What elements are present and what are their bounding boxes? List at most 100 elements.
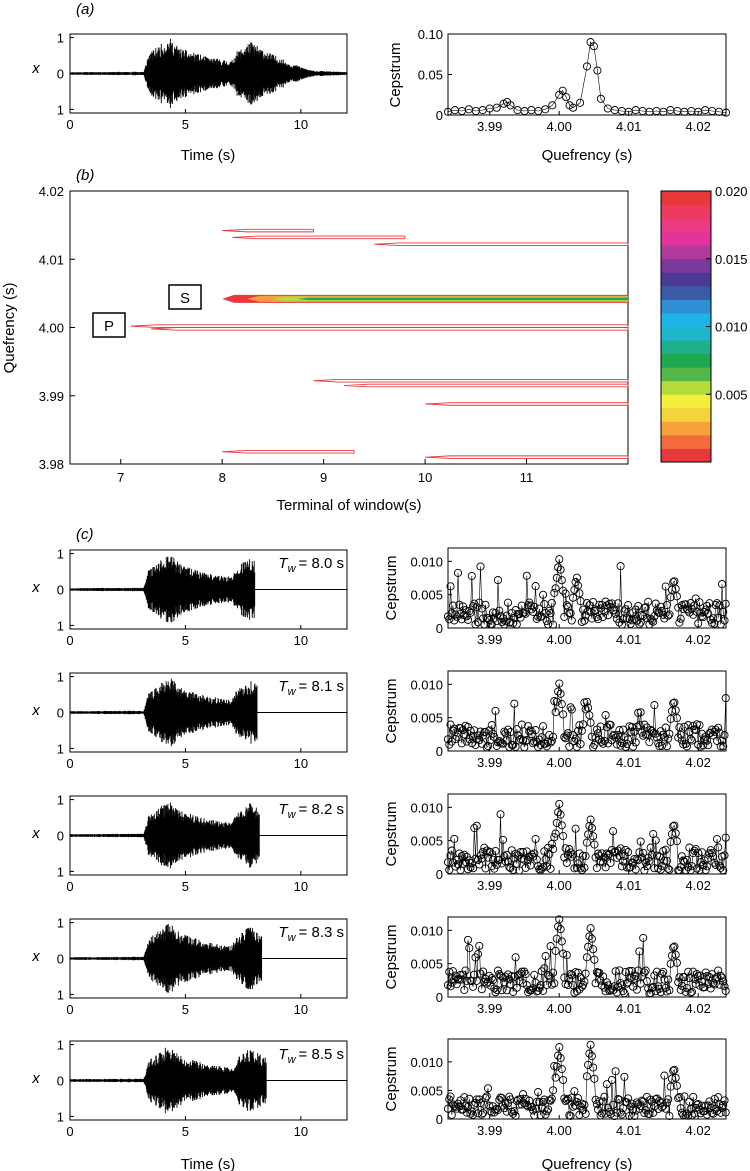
cepstrum-point [511, 849, 520, 858]
cepstrum-point [621, 605, 630, 614]
cepstrum-point [679, 604, 688, 613]
window-length-label: Tw = 8.0 s [278, 555, 344, 575]
cepstrum-point [689, 848, 698, 858]
x-tick-label: 3.99 [477, 632, 502, 647]
cepstrum-point [521, 737, 530, 746]
cepstrum-point [463, 935, 473, 944]
cepstrum-point [661, 845, 670, 854]
cepstrum-point [636, 708, 645, 717]
cepstrum-point [657, 741, 666, 750]
cepstrum-point [549, 845, 558, 854]
window-length-var: T [278, 678, 289, 695]
x-tick-label: 10 [294, 633, 308, 648]
cepstrum-point [554, 1051, 563, 1060]
cepstrum-point [665, 865, 674, 874]
cepstrum-point [664, 1095, 673, 1104]
cepstrum-point [448, 967, 458, 976]
cepstrum-point [582, 838, 591, 847]
cepstrum-point [649, 982, 658, 991]
cepstrum-point [512, 725, 521, 734]
cepstrum-point [584, 942, 593, 951]
colorbar-swatch [661, 231, 711, 246]
cepstrum-point [625, 1111, 634, 1121]
cepstrum-point [576, 739, 585, 749]
window-length-value: = 8.3 s [299, 924, 344, 941]
cepstrum-point [720, 616, 729, 625]
cepstrum-point [476, 727, 485, 736]
cepstrum-point [704, 741, 713, 750]
cepstrum-point [589, 945, 598, 954]
plot-frame [447, 33, 727, 116]
cepstrum-point [647, 616, 656, 625]
cepstrum-point [536, 740, 545, 749]
cepstrum-point [532, 614, 541, 623]
cepstrum-point [712, 736, 722, 745]
cepstrum-point [520, 608, 529, 617]
cepstrum-point [521, 609, 530, 618]
x-tick-label: 4.01 [616, 119, 641, 134]
cepstrum-point [710, 1094, 719, 1104]
x-tick-label: 9 [320, 470, 327, 485]
plot-frame [447, 916, 727, 998]
cepstrum-point [640, 720, 649, 729]
cepstrum-point [684, 967, 693, 976]
cepstrum-point [594, 615, 603, 624]
cepstrum-point [611, 1067, 620, 1076]
cepstrum-point [582, 1072, 591, 1081]
cepstrum-point [620, 1072, 629, 1081]
cepstrum-point [483, 1084, 493, 1093]
cepstrum-point [471, 740, 480, 750]
y-tick-label: 1 [57, 741, 64, 756]
cepstrum-point [501, 857, 510, 866]
cepstrum-point [582, 953, 591, 962]
cepstrum-point [685, 973, 694, 983]
cepstrum-point [552, 573, 561, 582]
cepstrum-point [637, 972, 646, 981]
cepstrum-point [664, 611, 673, 620]
cepstrum-point [542, 1107, 551, 1116]
cepstrum-point [711, 601, 720, 610]
x-tick-label: 4.00 [547, 1123, 572, 1138]
cepstrum-point [672, 714, 681, 723]
colorbar-swatch [661, 340, 711, 355]
cepstrum-point [516, 969, 525, 978]
contour-bands [130, 228, 629, 459]
cepstrum-point [704, 854, 713, 863]
panel-label-a: (a) [76, 1, 94, 18]
cepstrum-point [659, 967, 668, 976]
cepstrum-point [664, 864, 673, 873]
cepstrum-point [716, 742, 725, 751]
cepstrum-point [473, 855, 483, 864]
cepstrum-point [596, 94, 605, 103]
cepstrum-point [675, 1092, 684, 1102]
cepstrum-point [556, 1053, 565, 1063]
cepstrum-point [719, 742, 728, 751]
cepstrum-point [457, 975, 466, 984]
cepstrum-point [503, 725, 513, 734]
y-tick-label: 0 [436, 108, 443, 123]
cepstrum-point [645, 1109, 654, 1119]
x-tick-label: 3.99 [477, 1123, 502, 1138]
cepstrum-point [676, 730, 685, 739]
cepstrum-point [569, 103, 578, 112]
cepstrum-point [651, 836, 660, 845]
cepstrum-point [555, 555, 564, 564]
cepstrum-point [555, 799, 564, 808]
y-tick-label: 1 [57, 987, 64, 1002]
cepstrum-point [586, 1040, 595, 1049]
cepstrum-point [505, 618, 514, 627]
cepstrum-point [547, 598, 556, 608]
y-tick-label: 0.010 [410, 1055, 443, 1070]
plot-frame [447, 33, 727, 116]
cepstrum-point [644, 597, 653, 606]
x-tick-label: 10 [294, 756, 308, 771]
cepstrum-point [650, 701, 659, 710]
cepstrum-point [627, 723, 636, 732]
signal-trace [69, 678, 258, 747]
cepstrum-point [712, 834, 722, 844]
cepstrum-point [480, 843, 489, 852]
cepstrum-point [530, 970, 539, 979]
